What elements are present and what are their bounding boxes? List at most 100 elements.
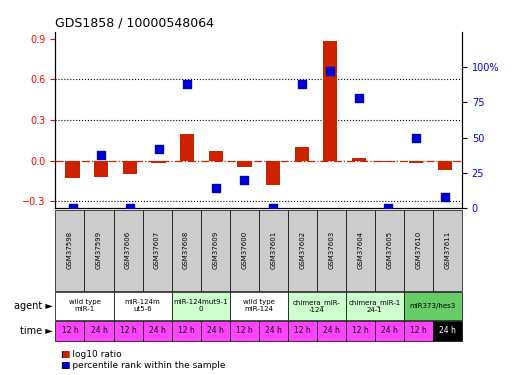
Text: GSM37599: GSM37599 <box>96 231 102 269</box>
Text: GSM37600: GSM37600 <box>241 231 247 269</box>
Bar <box>201 321 230 341</box>
Bar <box>237 160 251 168</box>
Bar <box>317 321 346 341</box>
Point <box>212 185 220 191</box>
Text: 24 h: 24 h <box>149 326 165 335</box>
Text: GSM37603: GSM37603 <box>328 231 334 269</box>
Bar <box>380 160 395 162</box>
Bar <box>404 292 462 320</box>
Bar <box>288 292 346 320</box>
Bar <box>346 292 404 320</box>
Text: GSM37609: GSM37609 <box>212 231 218 269</box>
Bar <box>94 160 108 177</box>
Text: miR-124m
ut5-6: miR-124m ut5-6 <box>125 299 161 312</box>
Text: 24 h: 24 h <box>323 326 340 335</box>
Bar <box>346 210 375 291</box>
Text: 12 h: 12 h <box>236 326 252 335</box>
Text: 24 h: 24 h <box>381 326 398 335</box>
Bar <box>114 321 143 341</box>
Bar <box>172 292 230 320</box>
Bar <box>404 210 433 291</box>
Bar <box>172 210 201 291</box>
Bar <box>55 321 84 341</box>
Point <box>297 81 306 87</box>
Bar <box>114 292 172 320</box>
Point <box>97 152 106 157</box>
Bar <box>433 210 462 291</box>
Text: miR-124mut9-1
0: miR-124mut9-1 0 <box>173 299 228 312</box>
Text: ■ log10 ratio: ■ log10 ratio <box>61 350 121 359</box>
Bar <box>55 210 84 291</box>
Bar <box>230 321 259 341</box>
Bar <box>433 321 462 341</box>
Bar <box>317 210 346 291</box>
Text: ■: ■ <box>61 350 69 359</box>
Point <box>126 205 134 211</box>
Bar <box>84 210 114 291</box>
Text: 24 h: 24 h <box>439 326 456 335</box>
Bar <box>230 292 288 320</box>
Text: 12 h: 12 h <box>352 326 369 335</box>
Bar <box>266 160 280 185</box>
Text: wild type
miR-124: wild type miR-124 <box>243 299 275 312</box>
Text: 24 h: 24 h <box>265 326 281 335</box>
Bar <box>230 210 259 291</box>
Point <box>154 146 163 152</box>
Bar <box>65 160 80 178</box>
Text: GSM37607: GSM37607 <box>154 231 160 269</box>
Bar <box>323 41 337 160</box>
Point <box>412 135 420 141</box>
Bar <box>375 210 404 291</box>
Text: GSM37604: GSM37604 <box>357 231 363 269</box>
Bar <box>295 147 309 160</box>
Bar <box>84 321 114 341</box>
Text: time ►: time ► <box>20 326 53 336</box>
Text: ■: ■ <box>61 361 69 370</box>
Bar <box>409 160 423 164</box>
Text: wild type
miR-1: wild type miR-1 <box>69 299 100 312</box>
Bar <box>438 160 452 170</box>
Text: GSM37598: GSM37598 <box>67 231 73 269</box>
Text: GSM37602: GSM37602 <box>299 231 305 269</box>
Point <box>183 81 191 87</box>
Bar <box>346 321 375 341</box>
Point <box>69 205 77 211</box>
Bar <box>288 321 317 341</box>
Bar <box>259 210 288 291</box>
Text: GDS1858 / 10000548064: GDS1858 / 10000548064 <box>55 17 214 30</box>
Text: GSM37605: GSM37605 <box>386 231 392 269</box>
Text: 12 h: 12 h <box>410 326 427 335</box>
Text: chimera_miR-1
24-1: chimera_miR-1 24-1 <box>349 299 401 313</box>
Bar <box>201 210 230 291</box>
Bar <box>143 321 172 341</box>
Text: GSM37606: GSM37606 <box>125 231 131 269</box>
Text: 24 h: 24 h <box>207 326 223 335</box>
Text: GSM37601: GSM37601 <box>270 231 276 269</box>
Bar <box>209 151 223 160</box>
Text: 12 h: 12 h <box>120 326 136 335</box>
Bar <box>55 292 114 320</box>
Point <box>355 95 363 101</box>
Bar <box>259 321 288 341</box>
Point <box>269 205 277 211</box>
Bar <box>352 158 366 160</box>
Point <box>440 194 449 200</box>
Text: ■ percentile rank within the sample: ■ percentile rank within the sample <box>61 361 225 370</box>
Bar <box>152 160 166 164</box>
Text: agent ►: agent ► <box>14 301 53 311</box>
Bar <box>288 210 317 291</box>
Bar <box>375 321 404 341</box>
Bar <box>180 134 194 160</box>
Text: GSM37608: GSM37608 <box>183 231 189 269</box>
Text: GSM37610: GSM37610 <box>416 231 421 269</box>
Bar <box>143 210 172 291</box>
Point <box>240 177 249 183</box>
Point <box>383 205 392 211</box>
Text: 12 h: 12 h <box>178 326 194 335</box>
Text: chimera_miR-
-124: chimera_miR- -124 <box>293 299 341 313</box>
Text: 24 h: 24 h <box>91 326 107 335</box>
Text: GSM37611: GSM37611 <box>445 231 450 269</box>
Text: miR373/hes3: miR373/hes3 <box>410 303 456 309</box>
Text: 12 h: 12 h <box>62 326 78 335</box>
Point <box>326 68 335 74</box>
